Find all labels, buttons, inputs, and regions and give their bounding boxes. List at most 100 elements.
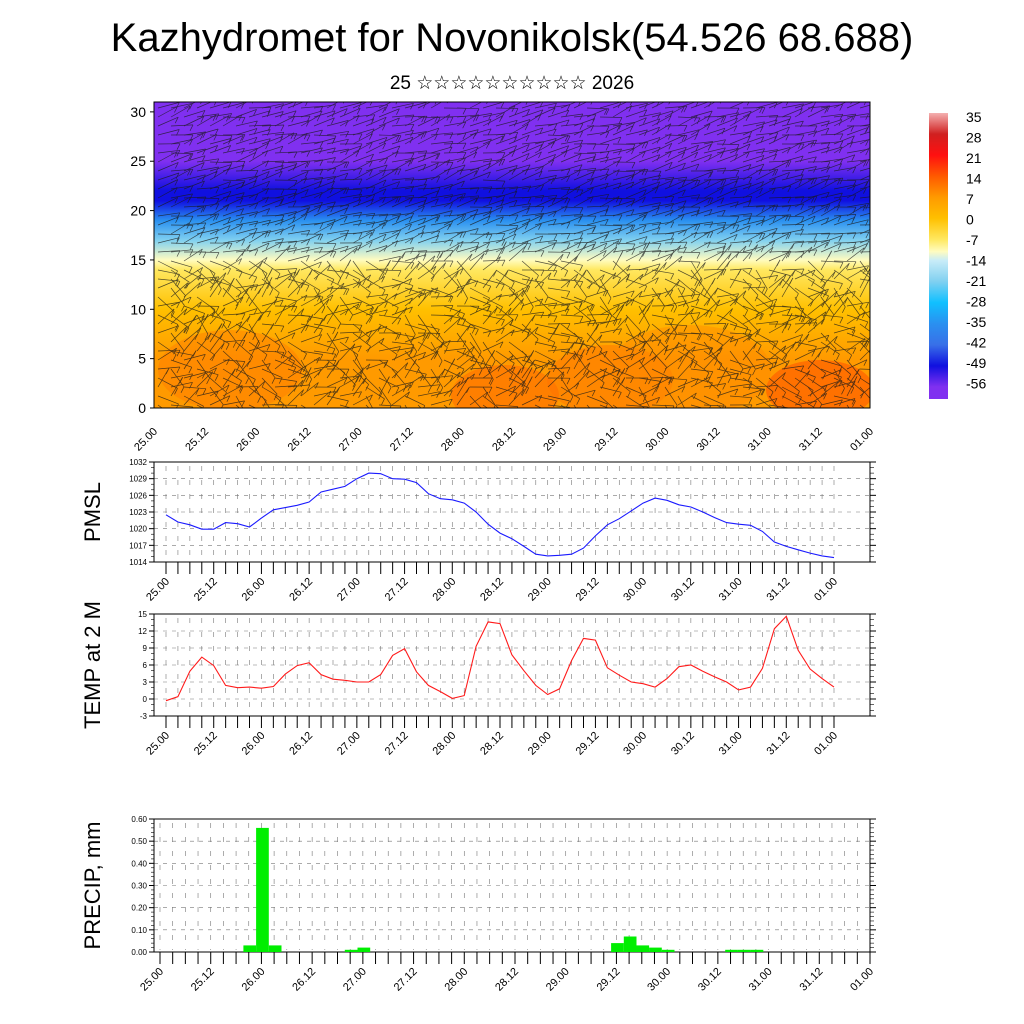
wind-barb [859, 323, 870, 332]
wind-barb [365, 325, 382, 343]
wind-barb [157, 187, 178, 199]
wind-barb [820, 341, 840, 355]
wind-barb [703, 116, 725, 127]
wind-barb-flag [839, 104, 844, 111]
wind-barb-flag [366, 337, 371, 345]
wind-barb [534, 361, 550, 379]
wind-barb-flag [551, 197, 556, 205]
wind-barb-flag [513, 120, 518, 127]
wind-barb [378, 341, 398, 355]
wind-barb [859, 175, 870, 181]
wind-barb-flag [174, 324, 179, 331]
wind-barb-flag [553, 233, 558, 241]
wind-barb-flag [280, 325, 285, 333]
x-tick-label: 30.00 [621, 576, 649, 604]
wind-barb-flag [566, 222, 571, 229]
wind-barb-flag [865, 203, 870, 210]
wind-barb-flag [850, 387, 855, 394]
wind-barb-flag [625, 299, 630, 306]
wind-barb-flag [225, 115, 230, 122]
wind-barb-flag [540, 250, 545, 257]
wind-barb-flag [395, 387, 400, 394]
wind-barb [274, 164, 297, 172]
wind-barb [183, 388, 199, 406]
wind-barb [456, 346, 475, 361]
wind-barb-flag [714, 288, 718, 295]
wind-barb-flag [646, 241, 651, 248]
wind-barb-flag [683, 335, 688, 342]
wind-barb [833, 184, 856, 190]
wind-barb-flag [230, 277, 235, 285]
wind-barb-flag [188, 153, 192, 161]
wind-barb-flag [748, 252, 753, 260]
wind-barb-flag [707, 179, 712, 186]
wind-barb [846, 247, 865, 262]
wind-barb-flag [605, 144, 610, 151]
wind-barb [586, 278, 607, 291]
wind-barb-flag [290, 132, 295, 139]
wind-barb-flag [745, 114, 750, 121]
wind-barb-flag [654, 267, 659, 275]
wind-barb [196, 166, 219, 172]
wind-barb [534, 177, 555, 190]
wind-barb-flag [556, 323, 560, 330]
wind-barb [209, 195, 229, 208]
wind-barb [404, 262, 420, 280]
wind-barb-flag [498, 409, 501, 415]
wind-barb-flag [470, 363, 475, 371]
wind-barb-flag [852, 232, 857, 239]
wind-barb-flag [374, 415, 377, 421]
wind-barb [703, 250, 724, 262]
wind-barb-flag [381, 222, 386, 229]
y-tick-label: 3 [143, 678, 148, 687]
wind-barb-flag [605, 131, 610, 138]
x-tick-label: 30.12 [669, 576, 697, 604]
wind-barb [521, 114, 541, 127]
wind-barb [820, 271, 836, 289]
x-tick-label: 27.00 [337, 426, 365, 454]
wind-barb [378, 232, 399, 244]
wind-barb [820, 146, 843, 154]
wind-barb-flag [800, 224, 805, 231]
wind-barb-flag [677, 245, 681, 252]
wind-barb [573, 362, 591, 379]
wind-barb-flag [577, 169, 581, 177]
wind-barb-flag [293, 268, 298, 275]
wind-barb [521, 223, 542, 235]
wind-barb-flag [566, 336, 571, 343]
wind-barb-flag [241, 239, 246, 246]
wind-barb-flag [189, 169, 194, 176]
wind-barb [729, 245, 747, 262]
wind-barb [716, 244, 732, 262]
wind-barb-flag [213, 134, 218, 141]
x-tick-label: 26.00 [234, 426, 262, 454]
wind-barb-flag [791, 242, 795, 250]
wind-barb-flag [551, 243, 556, 250]
wind-barb-flag [878, 102, 881, 108]
wind-barb-flag [209, 371, 214, 378]
wind-barb [508, 102, 523, 109]
wind-barb [560, 145, 582, 154]
wind-barb [625, 290, 643, 307]
wind-barb-flag [175, 325, 180, 332]
wind-barb [326, 282, 345, 298]
wind-barb [768, 250, 792, 253]
wind-barb-flag [851, 291, 856, 298]
wind-barb [651, 161, 673, 172]
wind-barb-flag [234, 303, 239, 310]
wind-barb-flag [851, 217, 856, 224]
wind-barb [430, 341, 444, 361]
wind-barb-flag [493, 270, 497, 277]
wind-barb-flag [723, 367, 728, 374]
wind-barb-flag [605, 168, 610, 176]
x-tick-label: 31.12 [797, 966, 825, 994]
wind-barb [391, 368, 407, 387]
wind-barb-flag [181, 305, 185, 312]
wind-barb [534, 154, 556, 163]
wind-barb-flag [383, 361, 388, 368]
wind-barb [781, 155, 804, 163]
wind-barb [274, 271, 297, 280]
wind-barb-flag [368, 316, 373, 323]
wind-barb [300, 105, 323, 109]
wind-barb-flag [435, 128, 440, 135]
